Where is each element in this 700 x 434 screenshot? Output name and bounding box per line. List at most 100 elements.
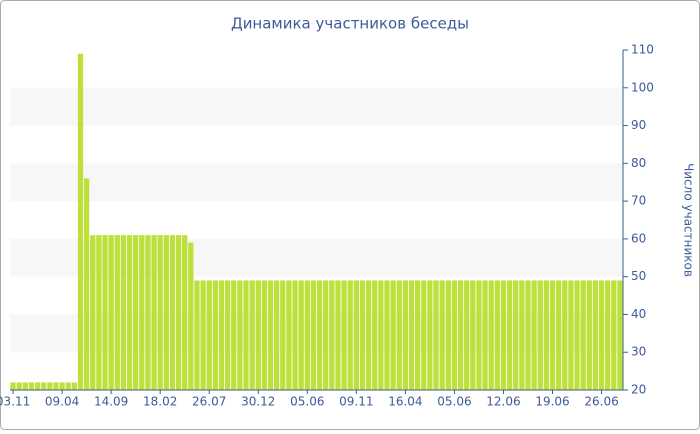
bar — [488, 280, 494, 390]
bar — [120, 235, 127, 390]
bar — [439, 280, 445, 390]
bar — [71, 382, 78, 390]
bar — [41, 382, 47, 390]
bar — [470, 280, 476, 390]
y-tick-label: 70 — [631, 194, 646, 208]
bar — [90, 235, 96, 390]
bar — [402, 280, 409, 390]
bar — [482, 280, 488, 390]
bar — [568, 280, 574, 390]
bar — [574, 280, 580, 390]
bar — [163, 235, 169, 390]
bar — [421, 280, 427, 390]
bar — [592, 280, 599, 390]
bar — [549, 280, 556, 390]
bar — [175, 235, 182, 390]
bar — [513, 280, 519, 390]
y-tick-label: 60 — [631, 231, 646, 245]
bar — [316, 280, 323, 390]
bar — [151, 235, 157, 390]
x-tick-label: 14.09 — [94, 395, 128, 409]
bar — [188, 242, 194, 390]
x-tick-label: 19.06 — [535, 395, 569, 409]
bar — [255, 280, 261, 390]
bar — [133, 235, 139, 390]
bar — [494, 280, 500, 390]
bar — [96, 235, 102, 390]
bar — [194, 280, 200, 390]
bar — [126, 235, 133, 390]
bar — [611, 280, 617, 390]
x-tick-label: 30.12 — [241, 395, 275, 409]
bar — [108, 235, 114, 390]
x-tick-label: 05.06 — [290, 395, 324, 409]
grid-band — [10, 238, 623, 277]
bar — [231, 280, 237, 390]
bar — [323, 280, 329, 390]
chart-title: Динамика участников беседы — [231, 15, 469, 33]
bar — [145, 235, 151, 390]
bar — [384, 280, 390, 390]
y-tick-label: 40 — [631, 307, 646, 321]
bar — [390, 280, 396, 390]
bar — [65, 382, 71, 390]
bar — [525, 280, 531, 390]
bar — [415, 280, 421, 390]
bar — [10, 382, 16, 390]
bar — [47, 382, 53, 390]
x-tick-label: 05.06 — [437, 395, 471, 409]
x-tick-label: 09.04 — [45, 395, 79, 409]
bar — [353, 280, 359, 390]
y-tick-label: 110 — [631, 43, 654, 57]
bar — [543, 280, 550, 390]
bar — [427, 280, 433, 390]
bar — [445, 280, 451, 390]
x-tick-label: 03.11 — [0, 395, 30, 409]
x-tick-label: 18.02 — [143, 395, 177, 409]
bar — [531, 280, 537, 390]
bar — [341, 280, 347, 390]
bar — [433, 280, 439, 390]
bar — [286, 280, 292, 390]
bar — [22, 382, 28, 390]
bar — [378, 280, 384, 390]
bar — [605, 280, 611, 390]
bar — [359, 280, 366, 390]
bar — [261, 280, 268, 390]
bar — [347, 280, 353, 390]
bar — [83, 178, 90, 390]
bar — [464, 280, 470, 390]
x-tick-label: 26.07 — [192, 395, 226, 409]
x-tick-label: 16.04 — [388, 395, 422, 409]
bar — [182, 235, 188, 390]
bar — [310, 280, 317, 390]
bar — [280, 280, 286, 390]
y-tick-label: 20 — [631, 383, 646, 397]
bar — [169, 235, 176, 390]
bar — [218, 280, 225, 390]
bar — [237, 280, 243, 390]
bar — [212, 280, 218, 390]
bar — [335, 280, 341, 390]
bar — [519, 280, 525, 390]
bar — [506, 280, 513, 390]
bar — [476, 280, 482, 390]
bar — [206, 280, 212, 390]
bar — [224, 280, 231, 390]
bar — [617, 280, 623, 390]
bar — [298, 280, 304, 390]
bar — [77, 53, 84, 391]
y-tick-label: 100 — [631, 80, 654, 94]
bar — [598, 280, 605, 390]
grid-band — [10, 87, 623, 126]
bar — [16, 382, 22, 390]
bar — [28, 382, 35, 390]
bar — [139, 235, 145, 390]
y-tick-label: 50 — [631, 269, 646, 283]
bar — [586, 280, 592, 390]
grid-band — [10, 163, 623, 202]
y-tick-label: 30 — [631, 345, 646, 359]
bar — [451, 280, 458, 390]
bar — [500, 280, 507, 390]
